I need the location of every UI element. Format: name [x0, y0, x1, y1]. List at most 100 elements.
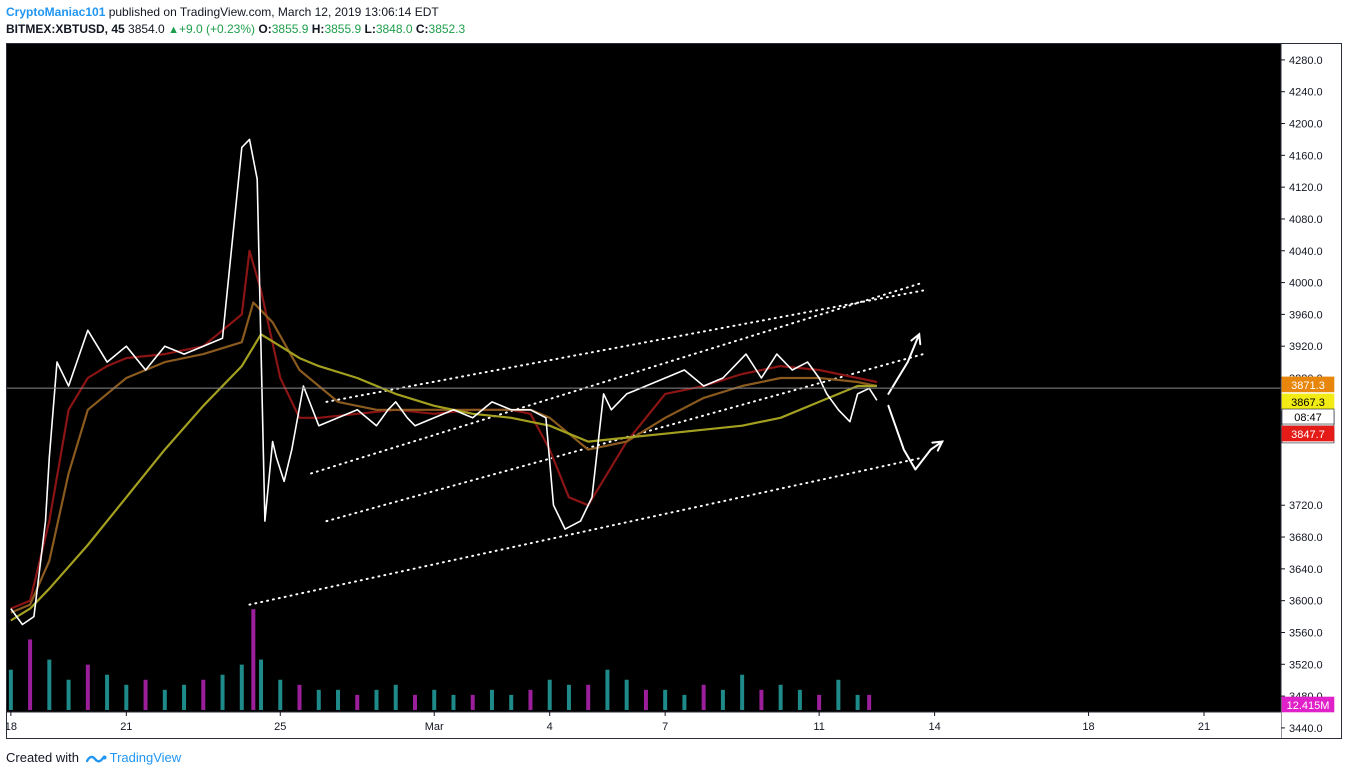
y-tick-label: 4120.0 [1289, 182, 1323, 194]
volume-bar [105, 674, 110, 710]
y-tick-label: 4200.0 [1289, 119, 1323, 131]
volume-bar [836, 679, 841, 710]
x-tick-label: 18 [1082, 721, 1094, 733]
volume-bar [182, 684, 187, 710]
tradingview-brand[interactable]: TradingView [109, 750, 182, 765]
volume-bar [867, 694, 872, 710]
volume-bar [778, 684, 783, 710]
symbol-label: BITMEX:XBTUSD, 45 [6, 22, 125, 36]
volume-bar [586, 684, 591, 710]
y-tick-label: 3920.0 [1289, 341, 1323, 353]
volume-bar [720, 689, 725, 710]
moving-average-line [10, 301, 878, 614]
x-tick-label: 21 [120, 721, 132, 733]
arrow-down-up [887, 404, 944, 471]
channel-line [310, 281, 925, 475]
chart-panel[interactable]: 4280.0 4240.0 4200.0 4160.0 4120.0 4080.0 4040… [6, 43, 1342, 739]
price-tag-label: 3871.3 [1291, 380, 1325, 392]
channel-line [325, 353, 925, 523]
volume-bar [251, 609, 256, 710]
low-label: L: [364, 22, 376, 36]
x-tick-label: 4 [547, 721, 553, 733]
volume-bar [201, 679, 206, 710]
volume-bar [432, 689, 437, 710]
y-tick-label: 3680.0 [1289, 532, 1323, 544]
close-label: C: [415, 22, 429, 36]
author-link[interactable]: CryptoManiac101 [6, 5, 106, 19]
y-tick-label: 4040.0 [1289, 246, 1323, 258]
y-tick-label: 3720.0 [1289, 500, 1323, 512]
volume-bar [8, 669, 13, 710]
y-tick-label: 4160.0 [1289, 150, 1323, 162]
volume-bar [162, 689, 167, 710]
published-text: published on TradingView.com, March 12, … [105, 5, 439, 19]
price-tag-label: 12.415M [1287, 700, 1330, 712]
price-tag [1281, 696, 1335, 713]
price-tag-label: 3867.3 [1291, 397, 1325, 409]
volume-bar [817, 694, 822, 710]
volume-bar [643, 689, 648, 710]
volume-bar [412, 694, 417, 710]
volume-bar [547, 679, 552, 710]
price-tag [1281, 376, 1335, 393]
publish-info: CryptoManiac101 published on TradingView… [6, 4, 1336, 20]
x-tick-label: 7 [662, 721, 668, 733]
x-tick-label: 11 [813, 721, 824, 733]
moving-average-line [10, 333, 877, 622]
y-tick-label: 3960.0 [1289, 309, 1323, 321]
price-tag-label: 3847.7 [1291, 429, 1325, 441]
chart-header: CryptoManiac101 published on TradingView… [6, 4, 1336, 38]
channel-line [325, 289, 925, 403]
channel-line [248, 456, 925, 606]
price-tag-label: 08:47 [1294, 412, 1322, 424]
low-value: 3848.0 [375, 22, 413, 36]
volume-bar [393, 684, 398, 710]
high-label: H: [311, 22, 325, 36]
x-tick-label: Mar [425, 721, 444, 733]
volume-bar [605, 669, 610, 710]
price-chart[interactable]: 4280.0 4240.0 4200.0 4160.0 4120.0 4080.0 4040… [7, 44, 1341, 738]
y-tick-label: 4080.0 [1289, 214, 1323, 226]
x-tick-label: 18 [7, 721, 17, 733]
moving-average-line [10, 249, 878, 610]
volume-bar [663, 689, 668, 710]
open-label: O: [258, 22, 272, 36]
volume-bar [509, 694, 514, 710]
volume-bar [489, 689, 494, 710]
volume-bar [143, 679, 148, 710]
volume-bar [336, 689, 341, 710]
arrow-down-up-head [931, 440, 945, 452]
y-tick-label: 3520.0 [1289, 659, 1323, 671]
ohlc-legend: BITMEX:XBTUSD, 45 3854.0 ▲+9.0 (+0.23%) … [6, 21, 1336, 38]
y-tick-label: 4240.0 [1289, 87, 1323, 99]
volume-bar [797, 689, 802, 710]
y-tick-label: 3560.0 [1289, 627, 1323, 639]
x-tick-label: 21 [1198, 721, 1210, 733]
time-axis [7, 712, 1281, 738]
volume-bar [740, 674, 745, 710]
close-value: 3852.3 [428, 22, 466, 36]
price-series-line [10, 138, 878, 626]
volume-bar [451, 694, 456, 710]
volume-bar [66, 679, 71, 710]
price-tag [1281, 408, 1335, 425]
volume-bar [259, 659, 264, 710]
volume-bar [297, 684, 302, 710]
volume-bar [124, 684, 129, 710]
arrow-up [887, 333, 921, 395]
volume-bar [682, 694, 687, 710]
tradingview-logo-icon [85, 755, 107, 763]
volume-bar [239, 664, 244, 710]
footer: Created with TradingView [6, 749, 181, 767]
price-tag [1281, 425, 1335, 442]
volume-bar [566, 684, 571, 710]
y-tick-label: 3640.0 [1289, 564, 1323, 576]
x-tick-label: 25 [274, 721, 286, 733]
up-triangle-icon: ▲ [168, 24, 179, 36]
volume-bar [278, 679, 283, 710]
y-tick-label: 4280.0 [1289, 55, 1323, 67]
volume-bar [316, 689, 321, 710]
volume-bar [28, 639, 33, 710]
volume-bar [624, 679, 629, 710]
volume-bar [528, 689, 533, 710]
